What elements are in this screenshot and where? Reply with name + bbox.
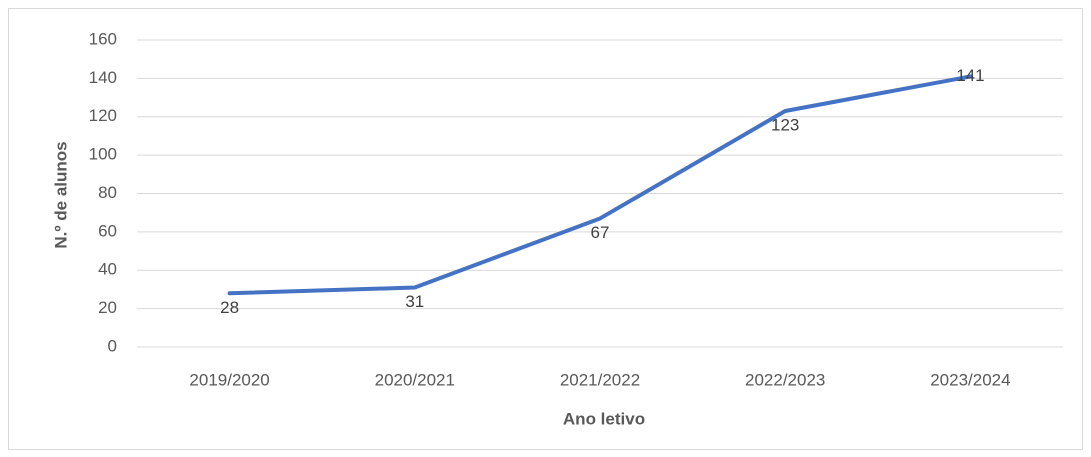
y-tick-label: 160: [89, 29, 117, 48]
y-tick-label: 60: [98, 221, 117, 240]
y-tick-label: 0: [108, 336, 117, 355]
x-tick-label: 2022/2023: [745, 370, 825, 389]
x-tick-label: 2023/2024: [930, 370, 1010, 389]
x-axis-title: Ano letivo: [563, 409, 645, 428]
y-tick-label: 20: [98, 298, 117, 317]
y-axis-title: N.º de alunos: [51, 141, 70, 248]
y-tick-label: 140: [89, 68, 117, 87]
y-tick-label: 100: [89, 145, 117, 164]
data-label: 67: [591, 223, 610, 242]
y-tick-label: 40: [98, 260, 117, 279]
chart-border: [8, 8, 1083, 450]
data-label: 141: [956, 66, 984, 85]
x-tick-label: 2021/2022: [560, 370, 640, 389]
data-label: 31: [405, 292, 424, 311]
y-tick-label: 80: [98, 183, 117, 202]
data-label: 123: [771, 115, 799, 134]
x-tick-label: 2019/2020: [189, 370, 269, 389]
y-tick-label: 120: [89, 106, 117, 125]
x-tick-label: 2020/2021: [375, 370, 455, 389]
line-series: [227, 74, 973, 296]
data-label: 28: [220, 298, 239, 317]
